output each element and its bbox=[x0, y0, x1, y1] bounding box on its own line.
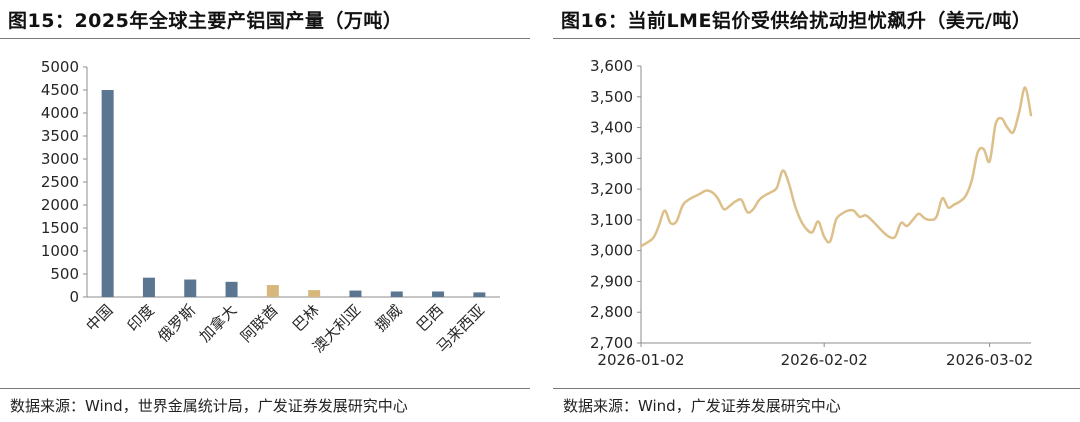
x-category-label: 巴西 bbox=[413, 301, 447, 335]
y-tick-label: 3,600 bbox=[590, 57, 633, 75]
y-tick-label: 0 bbox=[69, 288, 79, 306]
y-tick-label: 3000 bbox=[41, 150, 79, 168]
production-chart-panel: 图15：2025年全球主要产铝国产量（万吨） 0 500 1000 1500 2000 2… bbox=[0, 0, 530, 422]
y-tick-label: 3,500 bbox=[590, 88, 633, 106]
bar-5 bbox=[266, 285, 279, 297]
bar-4 bbox=[225, 281, 238, 297]
x-tick-label: 2026-01-02 bbox=[597, 351, 684, 369]
y-tick-label: 2,700 bbox=[590, 334, 633, 352]
y-tick-label: 1000 bbox=[41, 242, 79, 260]
x-tick-label: 2026-03-02 bbox=[946, 351, 1033, 369]
production-chart-title: 图15：2025年全球主要产铝国产量（万吨） bbox=[8, 10, 403, 32]
x-category-label: 加拿大 bbox=[196, 301, 241, 346]
x-category-label: 阿联酋 bbox=[237, 301, 282, 346]
source-rule bbox=[553, 388, 1080, 389]
y-axis: 0 500 1000 1500 2000 2500 3000 3500 4000 4500 5000 bbox=[41, 58, 500, 306]
y-tick-label: 3,200 bbox=[590, 180, 633, 198]
y-tick-label: 2,800 bbox=[590, 303, 633, 321]
x-category-label: 挪威 bbox=[372, 301, 406, 335]
y-tick-label: 3,100 bbox=[590, 211, 633, 229]
price-chart-source: 数据来源：Wind，广发证券发展研究中心 bbox=[563, 397, 841, 415]
y-tick-label: 3,400 bbox=[590, 119, 633, 137]
y-tick-label: 2000 bbox=[41, 196, 79, 214]
y-axis: 2,700 2,800 2,900 3,000 3,100 3,200 3,300 3,400… bbox=[590, 57, 642, 352]
production-chart-source: 数据来源：Wind，世界金属统计局，广发证券发展研究中心 bbox=[10, 397, 408, 415]
x-category-label: 俄罗斯 bbox=[155, 301, 200, 346]
x-axis: 2026-01-02 2026-02-02 2026-03-02 bbox=[597, 342, 1033, 369]
price-chart-title: 图16：当前LME铝价受供给扰动担忧飙升（美元/吨） bbox=[561, 10, 1032, 32]
lme-price-line-chart: 2,700 2,800 2,900 3,000 3,100 3,200 3,300 3,400… bbox=[590, 57, 1033, 369]
price-series bbox=[639, 86, 1033, 248]
bar-9 bbox=[432, 291, 445, 297]
series-line-1 bbox=[639, 86, 1033, 248]
title-rule bbox=[553, 38, 1080, 39]
bar-8 bbox=[390, 291, 403, 297]
y-tick-label: 4500 bbox=[41, 81, 79, 99]
bar-7 bbox=[349, 290, 362, 297]
x-category-label: 中国 bbox=[83, 301, 117, 335]
y-tick-label: 3500 bbox=[41, 127, 79, 145]
y-tick-label: 5000 bbox=[41, 58, 79, 76]
bar-2 bbox=[142, 277, 155, 297]
y-tick-label: 3,300 bbox=[590, 149, 633, 167]
x-category-label: 巴林 bbox=[289, 301, 323, 335]
bar-6 bbox=[308, 290, 321, 297]
y-tick-label: 2,900 bbox=[590, 272, 633, 290]
bars bbox=[101, 90, 486, 297]
title-rule bbox=[0, 38, 530, 39]
y-tick-label: 4000 bbox=[41, 104, 79, 122]
production-bar-chart: 0 500 1000 1500 2000 2500 3000 3500 4000 4500 5000… bbox=[41, 58, 500, 356]
bar-1 bbox=[101, 90, 114, 297]
x-tick-label: 2026-02-02 bbox=[781, 351, 868, 369]
y-tick-label: 500 bbox=[50, 265, 79, 283]
x-category-label: 印度 bbox=[124, 301, 158, 335]
y-tick-label: 3,000 bbox=[590, 242, 633, 260]
y-tick-label: 2500 bbox=[41, 173, 79, 191]
bar-3 bbox=[184, 279, 197, 297]
lme-price-chart-panel: 图16：当前LME铝价受供给扰动担忧飙升（美元/吨） 2,700 2,800 2,9… bbox=[553, 0, 1080, 422]
y-tick-label: 1500 bbox=[41, 219, 79, 237]
bar-10 bbox=[473, 292, 486, 297]
source-rule bbox=[0, 388, 530, 389]
